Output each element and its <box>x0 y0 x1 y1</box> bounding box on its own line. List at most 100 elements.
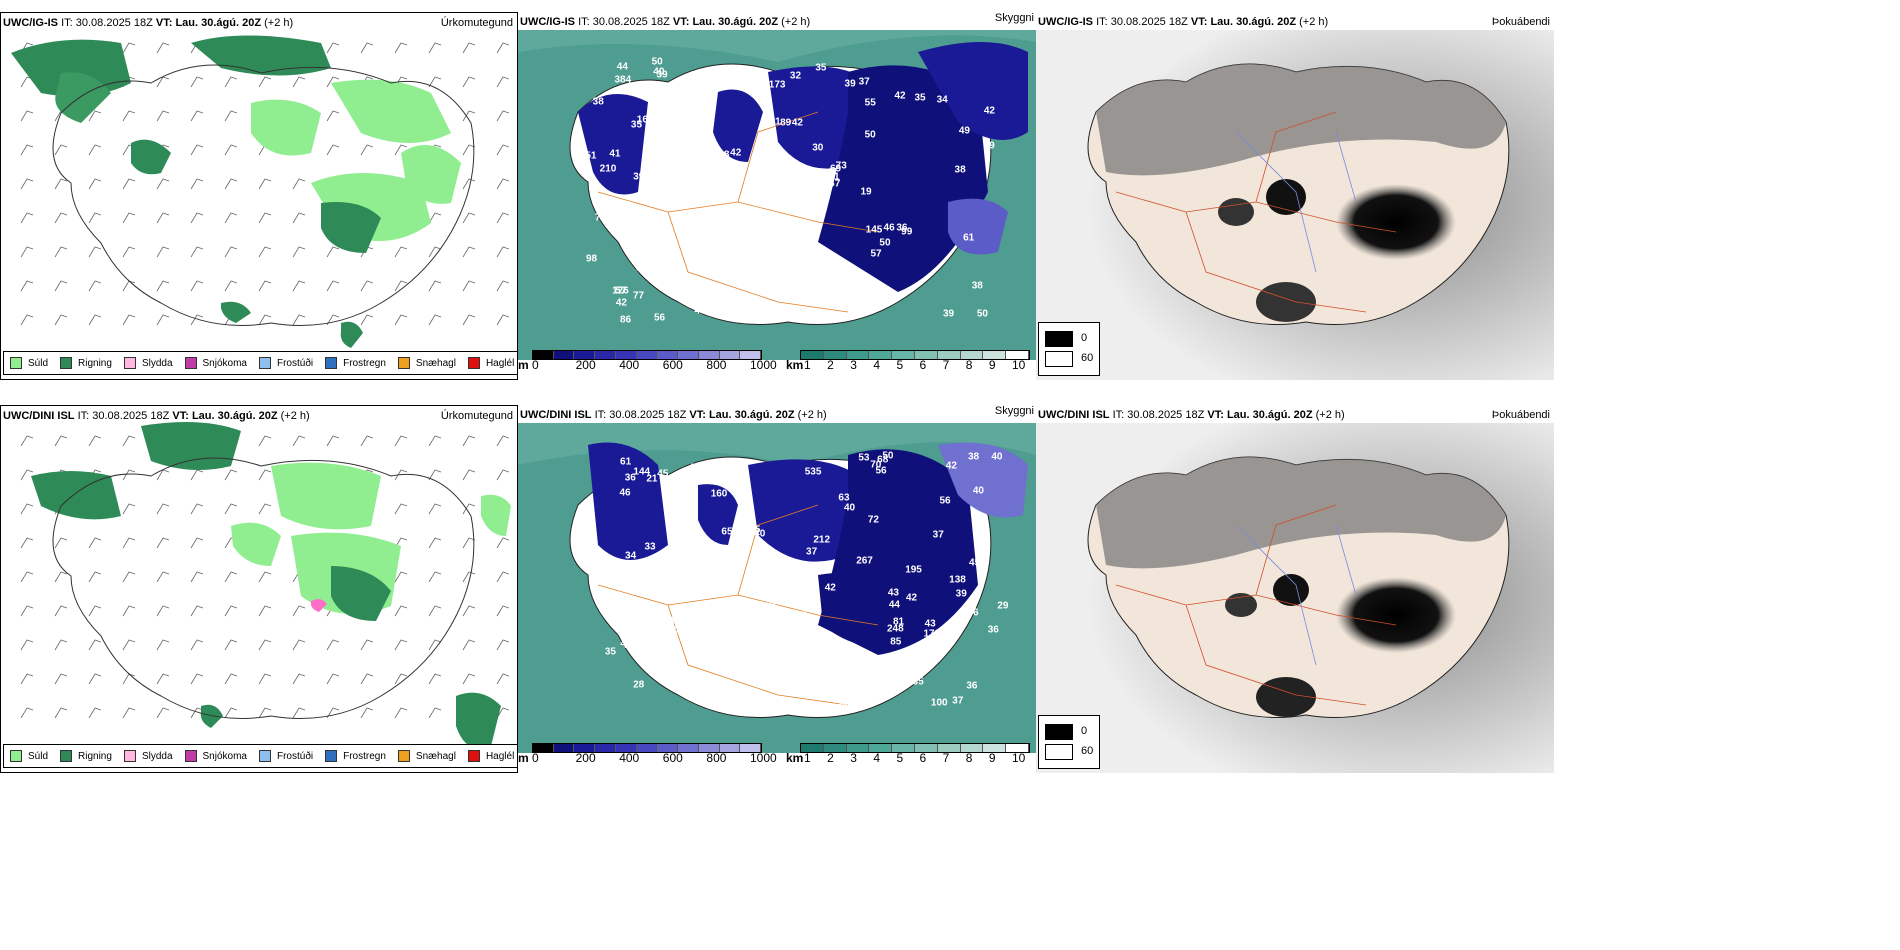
wind-barb <box>326 435 340 447</box>
wind-barb <box>190 110 204 122</box>
cloud-base-label: 45 <box>968 557 981 569</box>
cloud-base-label: 39 <box>844 78 856 90</box>
wind-barb <box>224 280 238 292</box>
cloud-base-label: 40 <box>817 183 829 195</box>
wind-barb <box>326 110 340 122</box>
colorbar-cell <box>983 744 1007 752</box>
wind-barb <box>156 42 170 54</box>
colorbar-tick: 400 <box>619 751 640 765</box>
cloud-base-label: 38 <box>954 164 966 176</box>
cloud-base-label: 35 <box>749 524 761 536</box>
wind-barb <box>462 639 476 651</box>
wind-barb <box>224 503 238 515</box>
cloud-base-label: 52 <box>719 662 731 674</box>
wind-barb <box>394 469 408 481</box>
colorbar-cell <box>960 351 984 359</box>
wind-barb <box>20 639 34 651</box>
legend-item: Súld <box>10 750 48 762</box>
colorbar-cell <box>869 744 893 752</box>
legend-label: Súld <box>28 750 49 762</box>
wind-barb <box>258 212 272 224</box>
legend-item: Haglél <box>467 750 514 762</box>
wind-barb <box>224 246 238 258</box>
wind-barb <box>54 144 68 156</box>
cloud-base-label: 61 <box>963 232 975 244</box>
legend-label: Snæhagl <box>415 357 456 369</box>
cloud-base-label: 150 <box>709 584 727 596</box>
cloud-base-label: 40 <box>697 640 709 652</box>
cloud-base-label: 58 <box>681 473 693 485</box>
wind-barb <box>258 639 272 651</box>
cloud-base-label: 38 <box>723 550 735 562</box>
wind-barb <box>326 673 340 685</box>
colorbar-strip <box>532 350 762 360</box>
visibility-bar: km 1 2 3 4 5 6 7 8 9 10 <box>786 350 1034 372</box>
cloud-base-label: 159 <box>658 574 675 586</box>
legend-swatch <box>397 750 410 762</box>
cloud-base-label: 167 <box>636 114 654 126</box>
wind-barb <box>190 212 204 224</box>
cloud-base-label: 70 <box>870 459 882 471</box>
wind-barb <box>20 246 34 258</box>
wind-barb <box>54 178 68 190</box>
colorbar-cell <box>615 744 637 752</box>
colorbar-cell <box>914 351 938 359</box>
cloud-panel-dini: UWC/DINI ISL IT: 30.08.2025 18Z VT: Lau.… <box>518 405 1036 773</box>
colorbar-tick: 800 <box>706 358 727 372</box>
wind-barb <box>394 42 408 54</box>
cloud-base-label: 69 <box>829 163 842 175</box>
cloud-base-label: 35 <box>672 158 684 170</box>
colorbar-unit: m <box>518 751 529 765</box>
cloud-base-label: 50 <box>864 129 876 141</box>
legend-item: Rigning <box>60 750 112 762</box>
cloud-base-label: 68 <box>877 454 889 466</box>
wind-barb <box>496 605 510 617</box>
wind-barb <box>224 144 238 156</box>
wind-barb <box>122 503 136 515</box>
wind-barb <box>496 469 510 481</box>
wind-barb <box>20 605 34 617</box>
cloud-base-label: 14 <box>809 292 821 304</box>
wind-barb <box>20 571 34 583</box>
wind-barb <box>122 42 136 54</box>
wind-barb <box>54 212 68 224</box>
colorbar-cell <box>657 351 679 359</box>
wind-barb <box>54 280 68 292</box>
colorbar-cell <box>636 744 658 752</box>
cloud-base-label: 160 <box>710 488 728 500</box>
wind-barb <box>258 605 272 617</box>
wind-barb <box>326 707 340 719</box>
legend-swatch <box>325 750 338 762</box>
panel-title: UWC/DINI ISL IT: 30.08.2025 18Z VT: Lau.… <box>1038 409 1345 421</box>
wind-barb <box>122 314 136 326</box>
wind-barb <box>156 110 170 122</box>
legend-label: Súld <box>28 357 49 369</box>
legend-swatch <box>123 357 136 369</box>
legend-label: Rigning <box>78 357 112 369</box>
wind-barb <box>88 178 102 190</box>
cloud-base-label: 41 <box>688 462 700 474</box>
wind-barb <box>292 435 306 447</box>
cloud-base-label: 42 <box>724 298 736 310</box>
legend-swatch <box>60 750 73 762</box>
wind-barb <box>122 280 136 292</box>
cloud-base-label: 212 <box>813 534 831 546</box>
colorbar-tick: 8 <box>965 751 973 765</box>
wind-barb <box>190 673 204 685</box>
colorbar-tick: 0 <box>532 751 539 765</box>
cloud-base-label: 38 <box>971 280 983 292</box>
cloud-base-label: 35 <box>914 92 926 104</box>
cloud-base-label: 39 <box>955 588 967 600</box>
cloud-base-label: 41 <box>701 259 714 271</box>
cloud-base-label: 51 <box>585 150 597 162</box>
cloud-base-label: 49 <box>771 170 783 182</box>
cloud-base-label: 210 <box>599 163 617 175</box>
colorbar-cell <box>574 351 596 359</box>
cloud-base-label: 57 <box>870 248 882 260</box>
wind-barb <box>156 314 170 326</box>
wind-barb <box>394 707 408 719</box>
wind-barb <box>292 707 306 719</box>
cloud-base-label: 35 <box>766 185 778 197</box>
colorbar-cell <box>937 351 961 359</box>
wind-barb <box>156 178 170 190</box>
